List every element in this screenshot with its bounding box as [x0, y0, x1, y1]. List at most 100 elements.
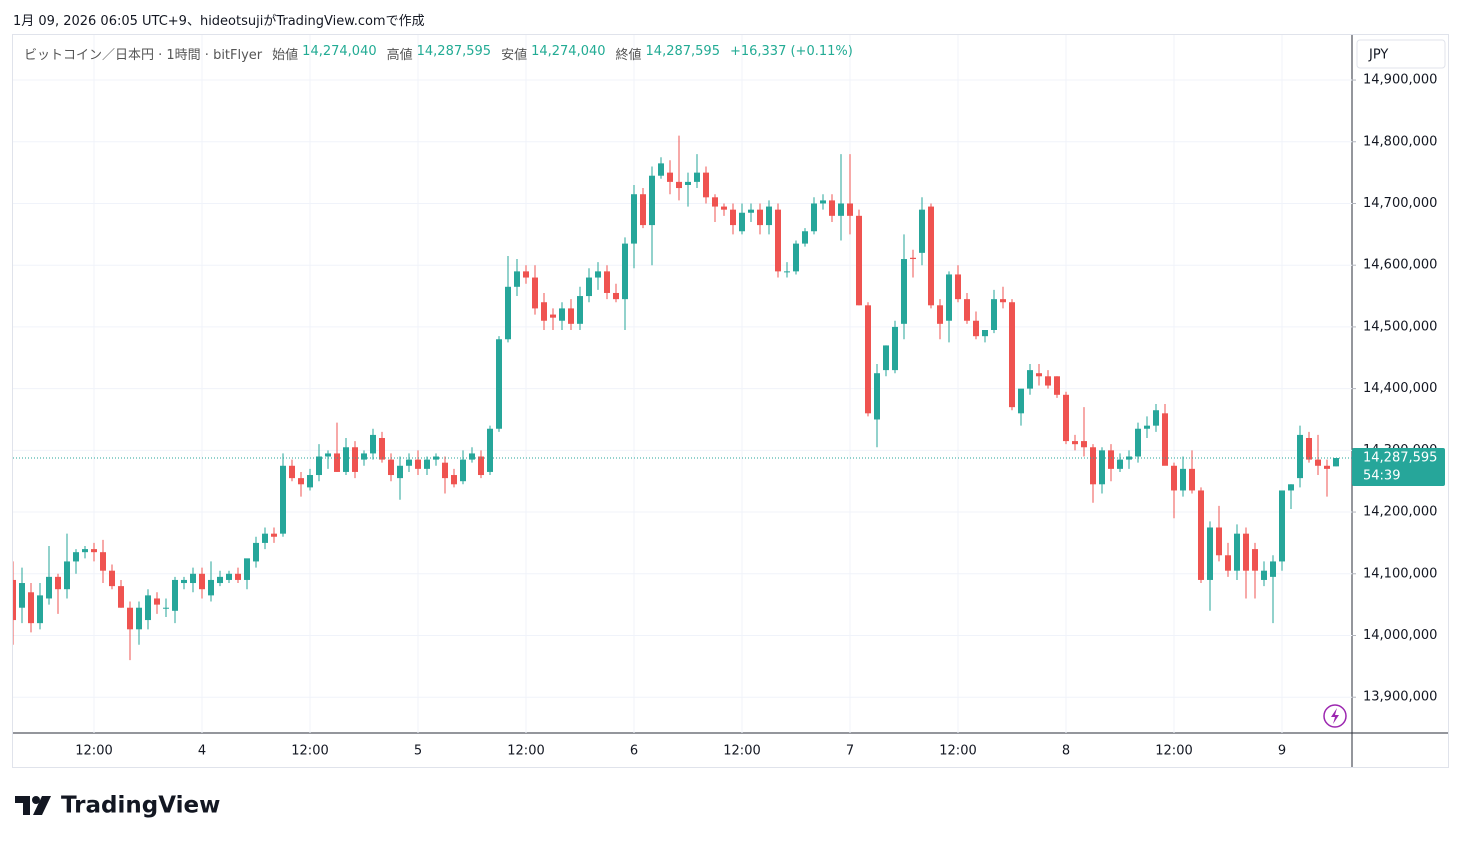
candle-body: [307, 475, 313, 488]
candle-body: [1207, 527, 1213, 580]
candle-body: [172, 579, 178, 611]
header: 1月 09, 2026 06:05 UTC+9、hideotsujiがTradi…: [13, 14, 425, 29]
grid: [13, 35, 1352, 733]
y-tick-label: 14,000,000: [1363, 628, 1437, 643]
candle-body: [190, 573, 196, 584]
candle-body: [478, 456, 484, 476]
candle-body: [82, 549, 88, 553]
candle-body: [28, 592, 34, 624]
candle-body: [892, 326, 898, 371]
candle-body: [1027, 370, 1033, 389]
candle-body: [721, 206, 727, 210]
candle-body: [982, 329, 988, 337]
candle-body: [136, 607, 142, 630]
candle-body: [19, 583, 25, 608]
candle-body: [955, 274, 961, 300]
x-tick-label: 7: [846, 744, 854, 759]
x-tick-label: 12:00: [723, 744, 760, 759]
candle-body: [469, 453, 475, 460]
candle-body: [1063, 394, 1069, 442]
candle-body: [1099, 450, 1105, 485]
candle-body: [235, 573, 241, 580]
y-tick-label: 14,500,000: [1363, 319, 1437, 334]
legend-value: 14,274,040: [531, 44, 606, 59]
candle-body: [262, 533, 268, 543]
candle-body: [1072, 441, 1078, 445]
candle-body: [613, 292, 619, 300]
candle-body: [1000, 299, 1006, 303]
candle-body: [1216, 527, 1222, 556]
candle-body: [415, 459, 421, 469]
candle-body: [451, 475, 457, 485]
candle-body: [343, 447, 349, 472]
y-tick-label: 14,700,000: [1363, 196, 1437, 211]
candle-body: [1279, 490, 1285, 562]
candle-body: [676, 181, 682, 189]
alert-bolt: [1331, 708, 1339, 724]
legend-label: 高値: [386, 48, 413, 63]
candle-body: [568, 308, 574, 324]
candle-body: [802, 231, 808, 244]
candle-body: [64, 561, 70, 590]
candle-body: [874, 373, 880, 420]
candle-body: [181, 579, 187, 584]
candle-body: [1090, 447, 1096, 485]
candle-body: [667, 172, 673, 182]
candle-body: [631, 194, 637, 244]
candle-body: [901, 259, 907, 324]
candle-body: [397, 465, 403, 479]
candle-body: [37, 595, 43, 624]
candle-body: [739, 212, 745, 232]
candle-body: [505, 286, 511, 340]
candle-body: [118, 586, 124, 608]
candle-body: [1234, 533, 1240, 571]
candle-body: [532, 277, 538, 309]
symbol: ビットコイン／日本円 · 1時間 · bitFlyer: [24, 48, 263, 63]
candle-body: [577, 296, 583, 324]
currency-label: JPY: [1368, 48, 1388, 63]
candle-body: [964, 299, 970, 321]
candle-body: [253, 542, 259, 562]
candle-body: [352, 447, 358, 472]
candle-body: [145, 595, 151, 621]
candle-body: [847, 203, 853, 216]
x-tick-label: 12:00: [291, 744, 328, 759]
candle-body: [604, 271, 610, 293]
candle-body: [226, 573, 232, 580]
candle-body: [973, 320, 979, 337]
candle-body: [1288, 484, 1294, 491]
candle-body: [100, 552, 106, 571]
x-tick-label: 4: [198, 744, 206, 759]
candle-body: [1045, 376, 1051, 386]
candle-body: [829, 200, 835, 216]
candle-body: [811, 203, 817, 232]
candle-body: [730, 209, 736, 226]
candle-body: [1081, 441, 1087, 448]
currency-button[interactable]: [1356, 39, 1446, 69]
legend-value: 14,287,595: [645, 44, 720, 59]
candle-body: [1180, 468, 1186, 491]
candle-body: [775, 209, 781, 272]
candle-body: [757, 209, 763, 226]
candle-body: [1018, 388, 1024, 414]
y-tick-label: 14,400,000: [1363, 381, 1437, 396]
candle-body: [55, 576, 61, 590]
candle-body: [1036, 373, 1042, 377]
candle-body: [1117, 459, 1123, 469]
candle-body: [13, 579, 16, 621]
candle-body: [91, 549, 97, 553]
candle-body: [163, 607, 169, 609]
x-tick-label: 12:00: [1155, 744, 1192, 759]
legend: ビットコイン／日本円 · 1時間 · bitFlyer 始値 14,274,040…: [24, 44, 859, 63]
candle-body: [1162, 413, 1168, 466]
candle-body: [784, 271, 790, 273]
candle-body: [586, 277, 592, 297]
candle-body: [73, 552, 79, 562]
candle-body: [1189, 468, 1195, 491]
candle-body: [208, 579, 214, 596]
candle-body: [379, 438, 385, 460]
legend-value: 14,274,040: [302, 44, 377, 59]
candle-body: [1198, 490, 1204, 580]
candle-body: [514, 271, 520, 287]
candle-body: [523, 271, 529, 278]
